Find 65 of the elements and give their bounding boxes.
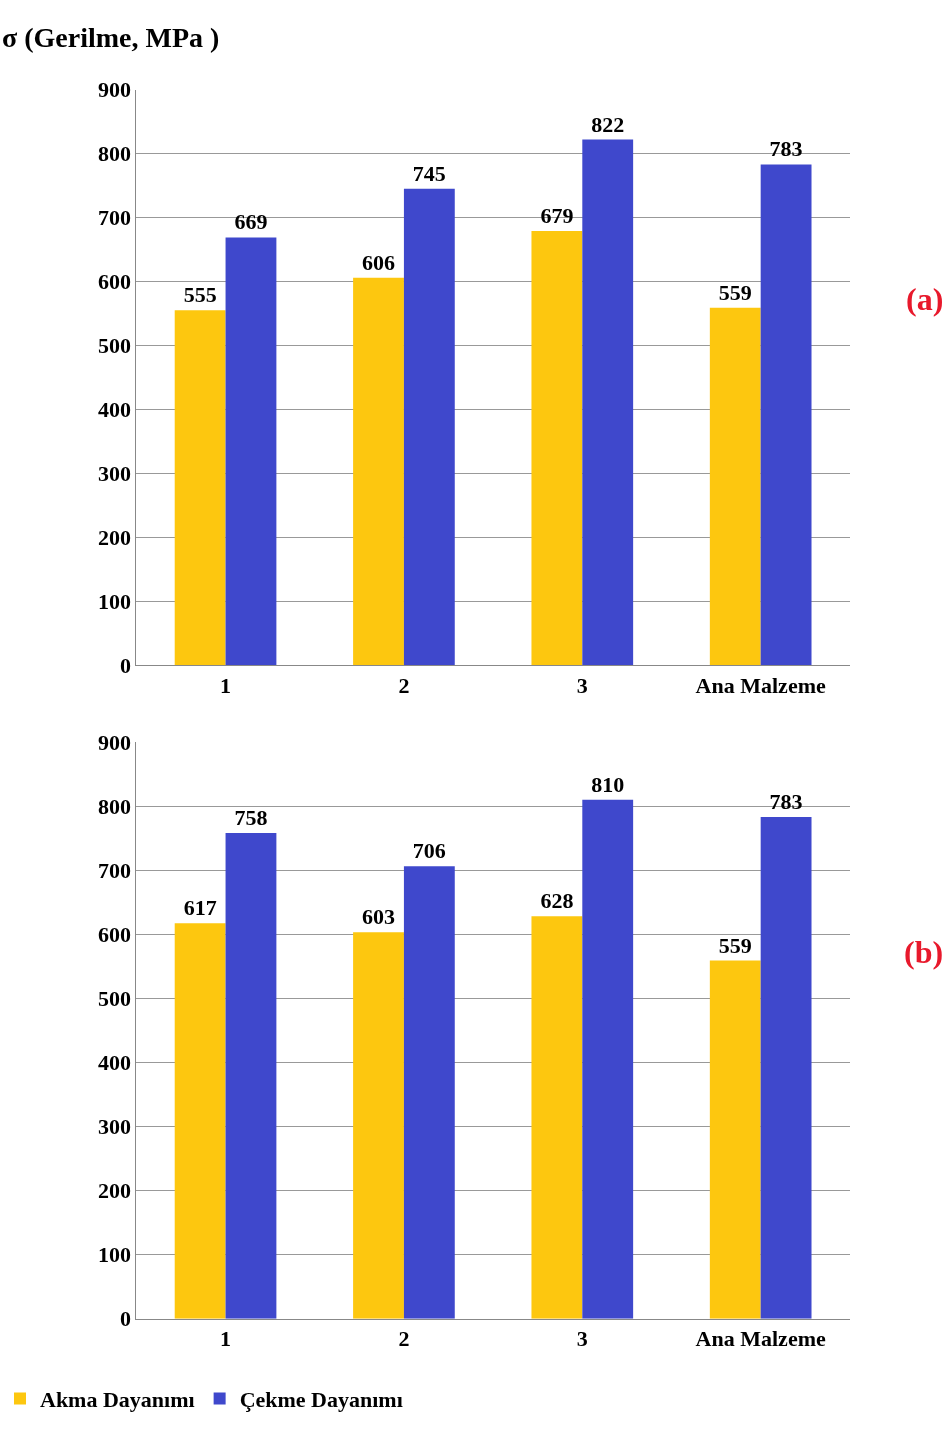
data-label: 783 [769, 788, 803, 814]
data-label: 706 [412, 838, 446, 864]
text: (a) [906, 281, 944, 317]
data-label: 810 [591, 771, 625, 797]
x-tick-label: 3 [576, 1326, 588, 1352]
x-tick-label: 2 [398, 1326, 410, 1352]
y-tick-label: 300 [97, 1114, 131, 1140]
x-tick-label: Ana Malzeme [695, 672, 826, 698]
y-tick-label: 100 [97, 1242, 131, 1268]
bar [403, 866, 455, 1319]
bar [531, 916, 583, 1319]
y-tick-label: 500 [97, 986, 131, 1012]
bar [225, 237, 277, 666]
y-tick-label: 600 [97, 269, 131, 295]
y-tick-label: 700 [97, 857, 131, 883]
bar [353, 277, 404, 666]
bar [709, 960, 761, 1319]
bar [174, 310, 226, 666]
y-tick-label: 100 [97, 589, 131, 615]
bar [582, 139, 634, 666]
data-label: 822 [591, 111, 625, 137]
data-label: 669 [234, 209, 268, 235]
y-tick-label: 900 [97, 729, 131, 755]
data-label: 758 [234, 805, 268, 830]
bar [531, 231, 583, 666]
data-label: 679 [540, 203, 574, 228]
y-tick-label: 300 [97, 461, 131, 487]
x-tick-label: 1 [220, 672, 232, 698]
data-label: 603 [362, 904, 396, 930]
bar [225, 833, 277, 1319]
bar [760, 816, 812, 1319]
y-tick-label: 800 [97, 141, 131, 167]
bar [403, 188, 455, 666]
x-tick-label: 2 [398, 672, 410, 698]
legend-label: Çekme Dayanımı [239, 1387, 403, 1413]
x-tick-label: Ana Malzeme [695, 1326, 826, 1352]
data-label: 628 [540, 888, 574, 914]
data-label: 555 [183, 282, 217, 308]
data-label: 617 [183, 895, 217, 921]
y-tick-label: 400 [97, 1050, 131, 1076]
y-tick-label: 500 [97, 333, 131, 359]
x-tick-label: 1 [220, 1326, 232, 1352]
y-tick-label: 600 [97, 921, 131, 947]
data-label: 606 [362, 249, 396, 275]
y-tick-label: 900 [97, 77, 131, 103]
x-tick-label: 3 [576, 672, 588, 698]
legend-label: Akma Dayanımı [40, 1387, 195, 1413]
bar [760, 164, 812, 666]
y-tick-label: 0 [119, 1306, 131, 1332]
data-label: 559 [718, 279, 752, 305]
text: (b) [904, 934, 944, 970]
data-label: 745 [412, 160, 446, 186]
y-tick-label: 700 [97, 205, 131, 231]
data-label: 559 [718, 932, 752, 958]
bar [174, 923, 226, 1319]
y-tick-label: 200 [97, 1178, 131, 1204]
y-tick-label: 200 [97, 525, 131, 551]
y-tick-label: 800 [97, 793, 131, 819]
bar [709, 307, 761, 666]
y-tick-label: 0 [119, 653, 131, 679]
y-tick-label: 400 [97, 397, 131, 423]
bar [353, 932, 404, 1319]
data-label: 783 [769, 136, 803, 162]
y-axis-title: σ (Gerilme, MPa ) [2, 22, 220, 53]
bar [582, 799, 634, 1319]
